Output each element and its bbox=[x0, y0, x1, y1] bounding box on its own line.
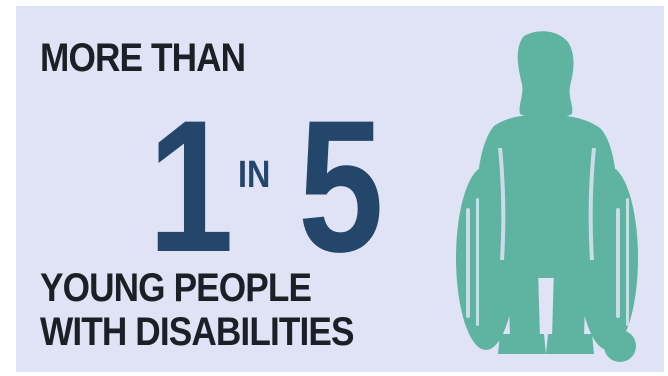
young-people-text: YOUNG PEOPLE bbox=[40, 266, 312, 310]
wheelchair-user-icon bbox=[456, 31, 638, 362]
ratio-numerator: 1 bbox=[148, 81, 234, 291]
ratio-connector: IN bbox=[238, 154, 271, 196]
more-than-text: MORE THAN bbox=[40, 36, 246, 80]
ratio-denominator: 5 bbox=[298, 81, 384, 291]
with-disabilities-text: WITH DISABILITIES bbox=[40, 310, 354, 354]
